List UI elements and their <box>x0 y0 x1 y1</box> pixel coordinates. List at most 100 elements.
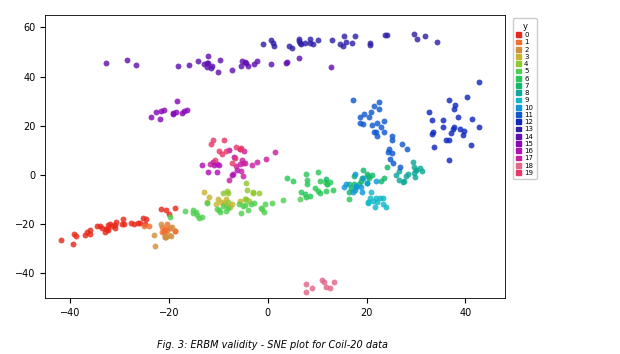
Point <box>234 201 244 207</box>
Point <box>249 61 259 67</box>
Point <box>229 154 239 159</box>
Point <box>100 230 110 235</box>
Point <box>432 39 442 45</box>
Point <box>365 40 375 46</box>
Point <box>242 207 252 213</box>
Point <box>159 107 169 113</box>
Point <box>267 200 277 206</box>
Point <box>166 233 176 239</box>
Point <box>438 117 448 123</box>
Point <box>227 201 237 207</box>
Point <box>365 196 374 201</box>
Point <box>131 62 141 68</box>
Point <box>71 233 81 239</box>
Point <box>322 176 332 182</box>
Point <box>387 133 397 139</box>
Point <box>350 187 360 193</box>
Point <box>246 201 256 207</box>
Point <box>164 212 174 217</box>
Point <box>411 167 421 173</box>
Point <box>363 199 373 205</box>
Point <box>360 112 370 117</box>
Point <box>234 146 244 152</box>
Point <box>303 177 312 183</box>
Point <box>374 106 384 112</box>
Point <box>241 196 250 202</box>
Point <box>370 204 380 209</box>
Point <box>211 162 221 167</box>
Point <box>281 60 291 66</box>
Point <box>103 227 113 233</box>
Point <box>215 148 224 153</box>
Point <box>222 188 232 193</box>
Point <box>368 198 378 204</box>
Point <box>172 98 182 104</box>
Point <box>197 162 206 167</box>
Point <box>348 189 358 195</box>
Point <box>202 61 211 66</box>
Point <box>236 210 246 216</box>
Point <box>213 196 223 202</box>
Point <box>415 165 425 171</box>
Point <box>296 189 306 195</box>
Point <box>102 227 112 232</box>
Point <box>379 118 389 124</box>
Point <box>401 173 411 179</box>
Point <box>356 178 366 184</box>
Point <box>82 229 92 235</box>
Point <box>350 171 360 177</box>
Point <box>459 128 469 133</box>
Point <box>241 160 250 166</box>
Point <box>240 59 250 65</box>
Point <box>376 125 386 130</box>
Point <box>397 141 407 147</box>
Point <box>236 168 246 173</box>
Point <box>366 189 376 195</box>
Point <box>348 97 358 103</box>
Point <box>224 177 234 183</box>
Point <box>223 205 232 210</box>
Point <box>409 32 419 37</box>
Point <box>372 133 382 139</box>
Point <box>167 224 177 230</box>
Point <box>257 206 267 211</box>
Point <box>378 195 388 201</box>
Point <box>384 147 394 152</box>
Point <box>427 131 436 137</box>
Point <box>387 137 397 143</box>
Legend: 0, 1, 2, 3, 4, 5, 6, 7, 8, 9, 10, 11, 12, 13, 14, 15, 16, 17, 18, 19: 0, 1, 2, 3, 4, 5, 6, 7, 8, 9, 10, 11, 12… <box>513 18 536 179</box>
Point <box>387 150 397 156</box>
Point <box>383 149 392 155</box>
Point <box>227 160 237 166</box>
Point <box>156 206 166 212</box>
Point <box>162 228 172 233</box>
Point <box>218 190 228 196</box>
Point <box>316 178 326 183</box>
Point <box>118 217 128 222</box>
Point <box>241 202 250 207</box>
Point <box>260 201 270 207</box>
Point <box>311 185 321 190</box>
Point <box>458 132 468 138</box>
Point <box>363 172 373 177</box>
Point <box>372 199 382 205</box>
Point <box>81 232 91 238</box>
Point <box>241 196 250 202</box>
Point <box>293 38 303 44</box>
Point <box>193 58 203 64</box>
Point <box>228 171 238 177</box>
Point <box>107 223 117 229</box>
Point <box>356 175 366 181</box>
Point <box>217 151 227 156</box>
Point <box>218 203 228 209</box>
Point <box>232 167 242 173</box>
Point <box>117 222 127 227</box>
Point <box>384 156 394 162</box>
Point <box>352 184 361 189</box>
Point <box>344 189 354 195</box>
Point <box>304 36 314 42</box>
Point <box>313 188 323 194</box>
Point <box>322 188 332 194</box>
Point <box>203 60 213 66</box>
Point <box>322 182 332 187</box>
